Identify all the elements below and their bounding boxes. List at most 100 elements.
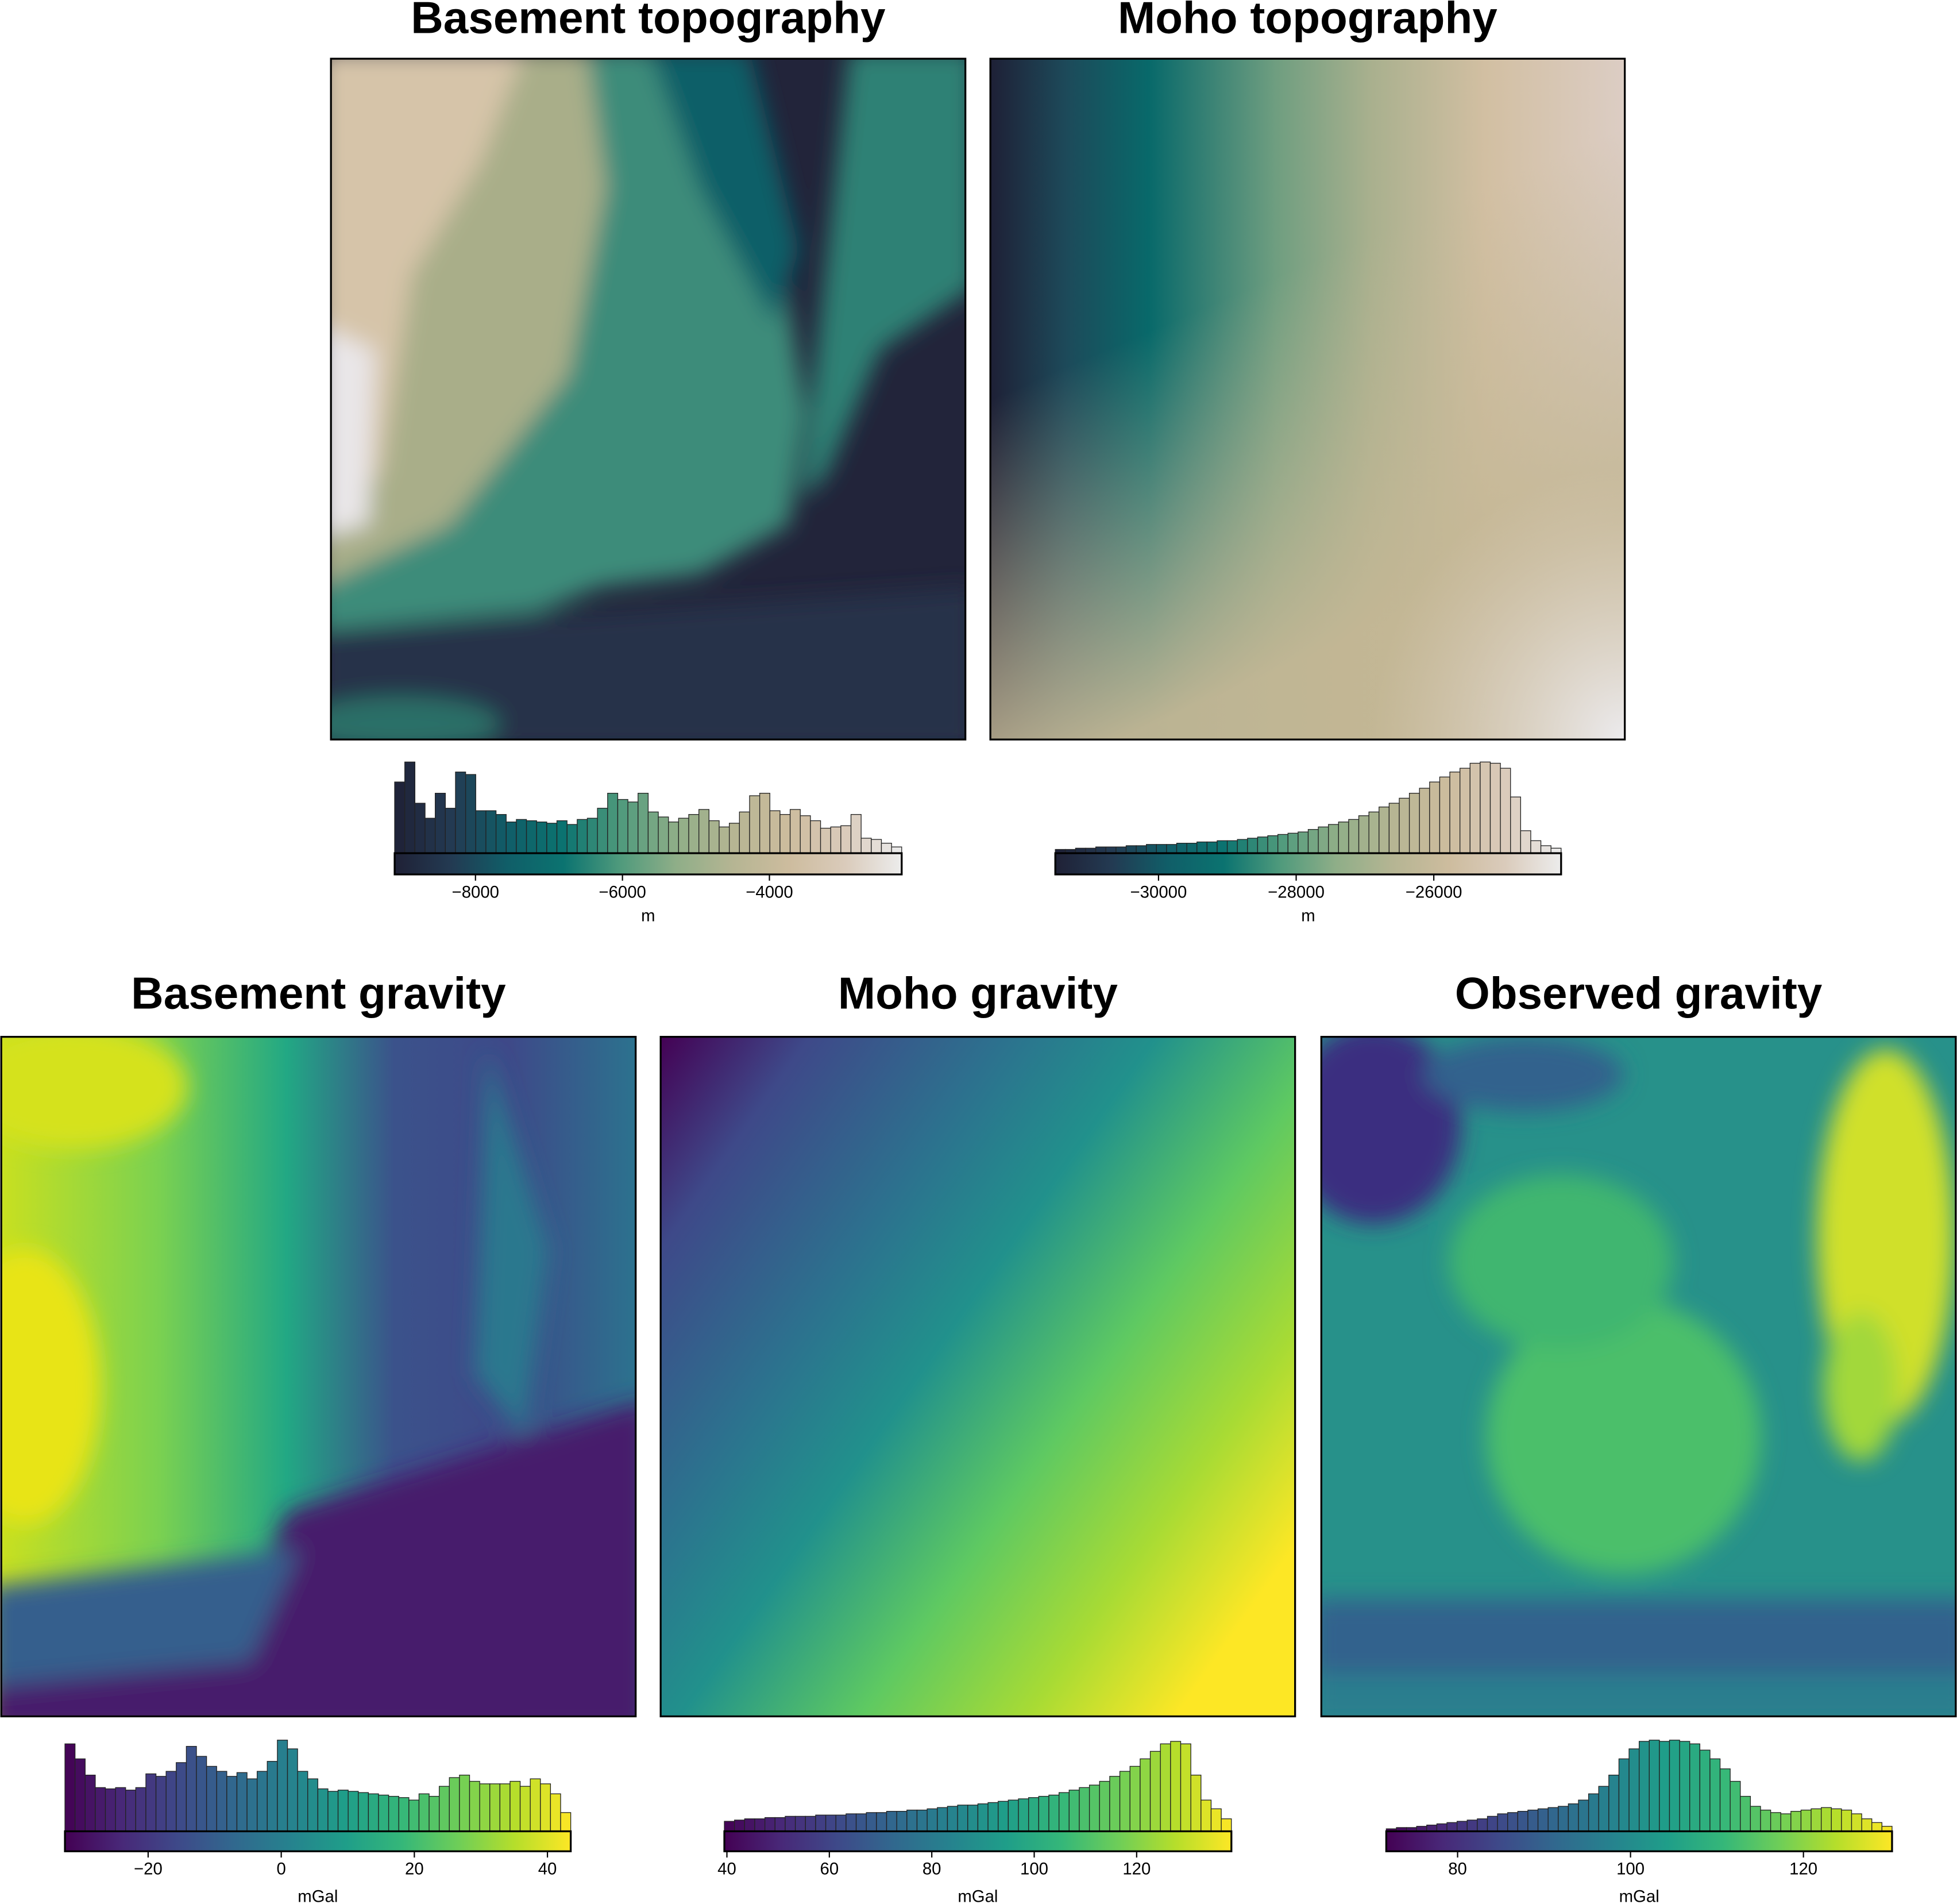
histogram-bar [729,823,740,854]
histogram-bar [1821,1807,1832,1832]
histogram-bar [896,1811,908,1832]
axis-label: mGal [958,1887,998,1904]
histogram-bar [1540,845,1551,854]
histogram-bar [509,1780,521,1832]
colorbar [393,852,903,876]
histogram-bar [708,820,720,854]
histogram-bar [810,820,821,854]
histogram-bar [145,1773,157,1832]
histogram-bar [1457,1821,1468,1832]
histogram-bar [597,808,608,854]
histogram-bar [1109,1776,1121,1832]
histogram-bar [1038,1795,1049,1832]
histogram-bar [1257,837,1268,854]
panel-title: Basement gravity [131,968,506,1019]
histogram-bar [435,792,446,854]
histogram-bar [1298,831,1309,854]
panel-title: Basement topography [411,0,886,43]
histogram-bar [505,822,517,854]
histogram-bar [445,808,456,854]
histogram-bar [1517,1811,1528,1832]
histogram-bar [176,1762,187,1832]
histogram-bar [196,1756,207,1832]
histogram-bar [404,761,416,854]
tick-label: −28000 [1268,882,1325,901]
histogram-bar [855,1813,867,1832]
histogram-bar [1018,1798,1029,1832]
histogram-bar [1477,1818,1488,1832]
histogram-bar [115,1787,126,1832]
histogram-bar [1088,1784,1100,1832]
histogram-bar [1800,1809,1812,1832]
histogram-bar [495,814,507,854]
axis-label: m [641,907,655,926]
histogram-bar [1408,792,1420,854]
histogram-bar [1419,788,1430,854]
histogram-bar [75,1758,86,1832]
histogram-bar [947,1806,958,1832]
tick-label: 120 [1122,1860,1151,1879]
axis-label: m [1301,907,1315,926]
histogram-bar [617,799,628,854]
histogram-bar [1460,768,1470,854]
tick-label: 60 [820,1860,839,1879]
histogram-bar [540,1783,551,1832]
histogram-bar [774,1817,786,1832]
tick-label: 40 [538,1860,557,1879]
histogram-bar [871,839,882,854]
histogram-bar [744,1818,755,1832]
histogram-bar [1129,1766,1141,1832]
histogram-bar [1719,1768,1731,1832]
histogram-bar [1206,841,1218,854]
histogram-bar [546,823,558,854]
histogram-bar [1790,1811,1802,1832]
histogram-bar [749,795,761,854]
histogram-bar [1500,768,1511,854]
histogram-bar [1190,1774,1202,1832]
histogram-bar [1487,1816,1498,1832]
histogram-bar [846,1813,857,1832]
tick-label: −20 [134,1860,163,1879]
moho-topography-map [990,59,1625,740]
histogram-bar [1119,1771,1130,1832]
tick-label: −6000 [599,882,646,901]
histogram-bar [408,1799,420,1832]
panel-title: Moho topography [1118,0,1497,43]
histogram-bar [1328,824,1339,854]
histogram-bar [398,1797,410,1832]
histogram-bar [388,1795,399,1832]
histogram-bar [1851,1813,1862,1832]
tick-label: 0 [276,1860,285,1879]
histogram-bar [719,826,730,854]
histogram-bar [835,1814,847,1832]
histogram-bar [1307,829,1319,854]
histogram-bar [1247,838,1259,854]
histogram-bar [754,1818,766,1832]
histogram-bar [1659,1741,1670,1832]
histogram-bar [1221,1818,1232,1832]
histogram-bar [800,815,811,854]
basement-topography-map [331,59,966,740]
histogram-bar [987,1802,999,1832]
axis-label: mGal [298,1887,338,1904]
histogram-bar [348,1791,359,1832]
histogram-bar [967,1805,979,1832]
colorbar [1385,1830,1893,1852]
histogram-bar [526,820,537,854]
histogram-bar [1318,826,1329,854]
histogram-bar [485,810,497,854]
histogram-bar [287,1748,298,1832]
colorbar [723,1830,1233,1852]
histogram-bar [246,1778,258,1832]
histogram-bar [860,838,872,854]
tick-label: −30000 [1130,882,1187,901]
histogram-bar [560,1812,572,1832]
histogram-bar [1507,1812,1518,1832]
histogram-bar [769,810,781,854]
histogram-bar [378,1794,389,1832]
histogram-bar [257,1771,268,1832]
histogram-bar [906,1809,918,1832]
histogram-bar [1568,1803,1579,1832]
